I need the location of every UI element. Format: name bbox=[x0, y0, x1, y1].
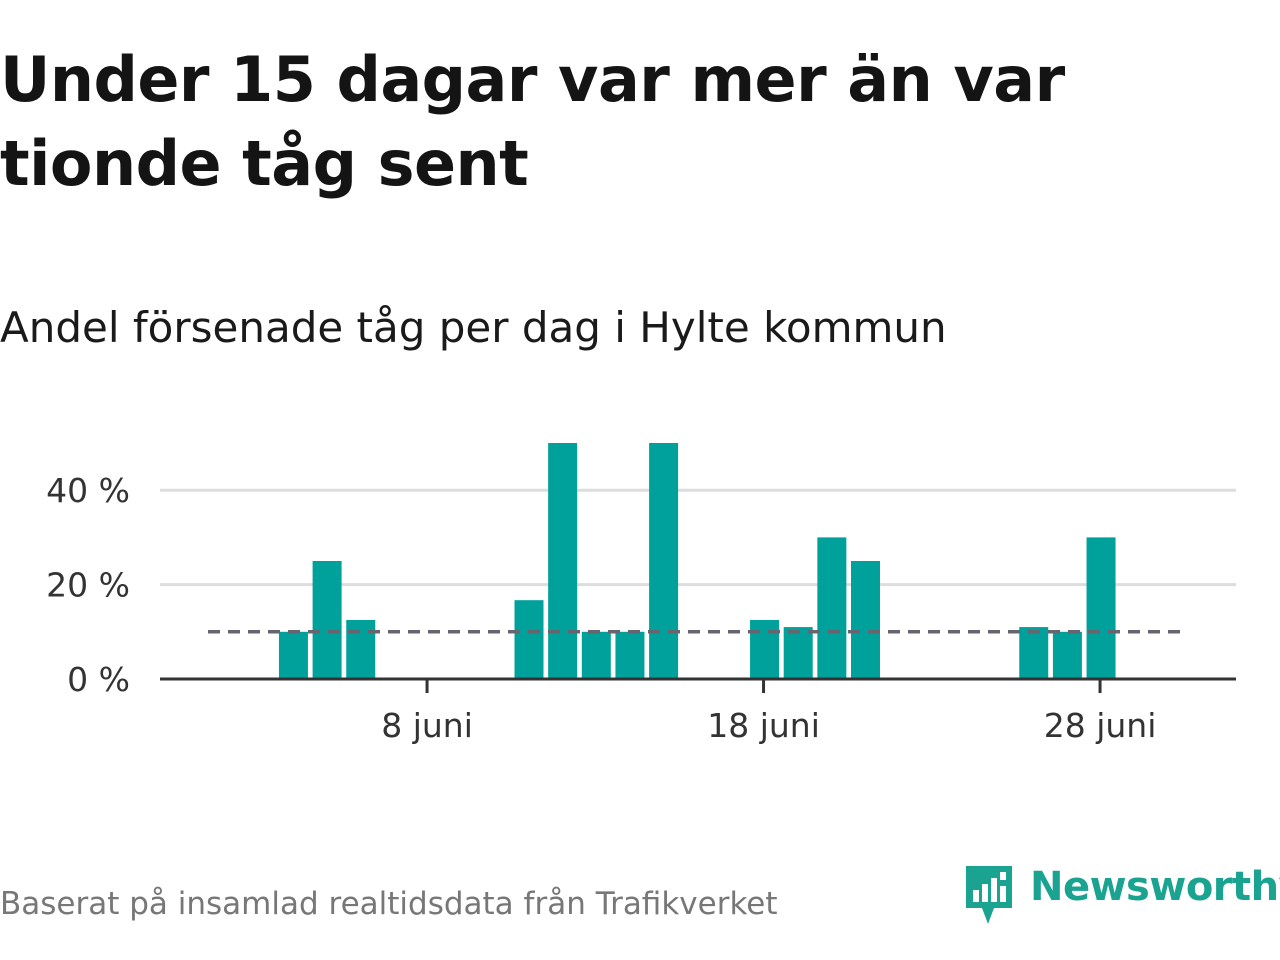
bar-2022-06-13 bbox=[581, 631, 611, 679]
y-tick-labels: 0 % 20 % 40 % bbox=[46, 471, 130, 699]
bar-2022-06-12 bbox=[548, 443, 578, 679]
x-axis: 8 juni 18 juni 28 juni bbox=[160, 677, 1236, 745]
bar-2022-06-21 bbox=[851, 561, 880, 679]
newsworthy-logo: Newsworthy bbox=[964, 862, 1280, 928]
chart-subtitle: Andel försenade tåg per dag i Hylte komm… bbox=[0, 303, 947, 352]
y-tick-label-40: 40 % bbox=[46, 471, 130, 510]
y-tick-label-0: 0 % bbox=[67, 660, 130, 699]
bar-2022-06-05 bbox=[312, 561, 342, 679]
x-tick-label-2022-06-18: 18 juni bbox=[707, 706, 820, 745]
bar-2022-06-27 bbox=[1052, 631, 1082, 679]
source-note: Baserat på insamlad realtidsdata från Tr… bbox=[0, 886, 778, 922]
bar-2022-06-11 bbox=[514, 600, 544, 679]
y-tick-label-20: 20 % bbox=[46, 566, 130, 605]
bar-2022-06-15 bbox=[649, 443, 679, 679]
bar-2022-06-20 bbox=[817, 537, 847, 679]
logo-text: Newsworthy bbox=[1030, 864, 1280, 910]
bar-2022-06-18 bbox=[750, 620, 780, 679]
chart-title: Under 15 dagar var mer än var tionde tåg… bbox=[0, 43, 1065, 200]
bar-2022-06-06 bbox=[346, 620, 376, 679]
bars bbox=[278, 443, 1116, 679]
bar-chart: 0 % 20 % 40 % 8 juni 18 juni 28 juni bbox=[46, 443, 1236, 745]
bar-2022-06-19 bbox=[783, 627, 813, 679]
bar-2022-06-26 bbox=[1019, 627, 1049, 679]
newsworthy-chart-icon bbox=[966, 866, 1012, 924]
bar-2022-06-28 bbox=[1086, 537, 1116, 679]
x-tick-label-2022-06-08: 8 juni bbox=[381, 706, 473, 745]
bar-2022-06-14 bbox=[615, 631, 645, 679]
bar-2022-06-04 bbox=[278, 631, 308, 679]
x-tick-label-2022-06-28: 28 juni bbox=[1044, 706, 1157, 745]
